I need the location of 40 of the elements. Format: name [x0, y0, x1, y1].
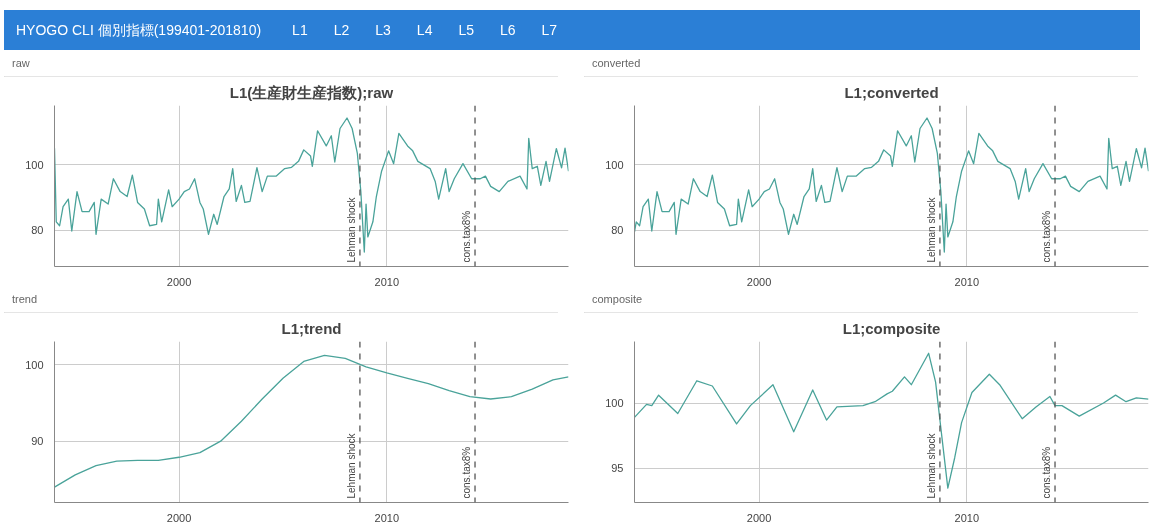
x-tick-label: 2000 — [746, 511, 772, 524]
x-tick-label: 2000 — [166, 275, 192, 288]
ref-line-label: cons.tax8% — [1041, 446, 1053, 499]
y-tick-label: 80 — [611, 224, 624, 237]
text: L1 — [291, 21, 309, 40]
x-tick-label: 2010 — [374, 275, 400, 288]
chart-subtitle: trend — [4, 288, 558, 313]
x-tick-label: 2000 — [166, 511, 192, 524]
chart-subtitle: converted — [584, 52, 1138, 77]
ref-line-label: Lehman shock — [925, 432, 937, 499]
x-tick-label: 2010 — [954, 275, 980, 288]
ref-line-label: cons.tax8% — [461, 446, 473, 499]
ref-line-label: cons.tax8% — [461, 210, 473, 263]
ref-line-label: Lehman shock — [925, 196, 937, 263]
text: HYOGO CLI 個別指標(199401-201810) — [15, 21, 263, 40]
text: L4 — [415, 21, 434, 40]
y-tick-label: 95 — [611, 462, 624, 475]
chart-title: L1;composite — [842, 319, 941, 337]
ref-line-label: Lehman shock — [345, 432, 357, 499]
text: L2 — [332, 21, 351, 40]
ref-line-label: Lehman shock — [345, 196, 357, 263]
ref-line-label: cons.tax8% — [1041, 210, 1053, 263]
text: L3 — [374, 21, 392, 40]
x-tick-label: 2010 — [954, 511, 980, 524]
text: L5 — [457, 21, 475, 40]
chart-subtitle: composite — [584, 288, 1138, 313]
y-tick-label: 90 — [31, 435, 44, 448]
text: L7 — [540, 21, 559, 40]
chart-title: L1;trend — [281, 319, 342, 337]
y-tick-label: 100 — [25, 358, 44, 371]
y-tick-label: 80 — [31, 224, 44, 237]
text: L6 — [499, 21, 517, 40]
y-tick-label: 100 — [605, 158, 624, 171]
chart-subtitle: raw — [4, 52, 558, 77]
x-tick-label: 2000 — [746, 275, 772, 288]
y-tick-label: 100 — [605, 397, 624, 410]
chart-title: L1;converted — [844, 83, 939, 101]
y-tick-label: 100 — [25, 158, 44, 171]
x-tick-label: 2010 — [374, 511, 400, 524]
chart-title: L1(生産財生産指数);raw — [229, 83, 394, 101]
